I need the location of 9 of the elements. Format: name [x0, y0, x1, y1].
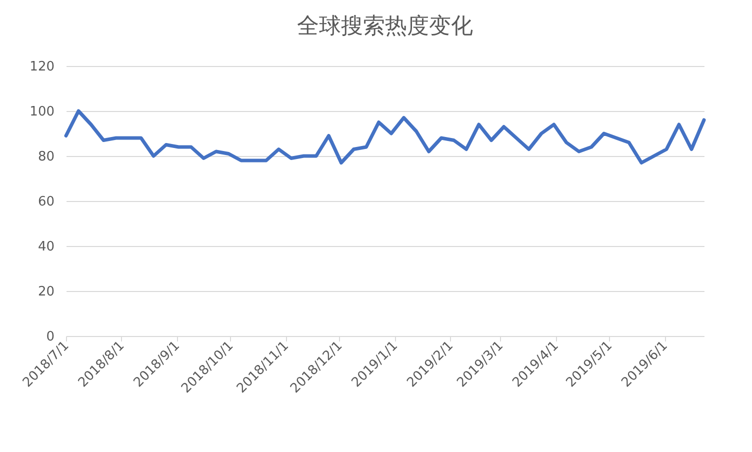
chart-title: 全球搜索热度变化	[297, 14, 473, 39]
y-tick-label: 20	[38, 284, 54, 300]
y-tick-label: 80	[38, 150, 54, 164]
y-tick-label: 100	[30, 104, 54, 120]
y-tick-label: 0	[46, 330, 54, 344]
y-tick-label: 40	[38, 240, 54, 254]
y-tick-label: 120	[30, 60, 54, 74]
line-series	[64, 109, 706, 164]
y-tick-label: 60	[38, 194, 54, 210]
